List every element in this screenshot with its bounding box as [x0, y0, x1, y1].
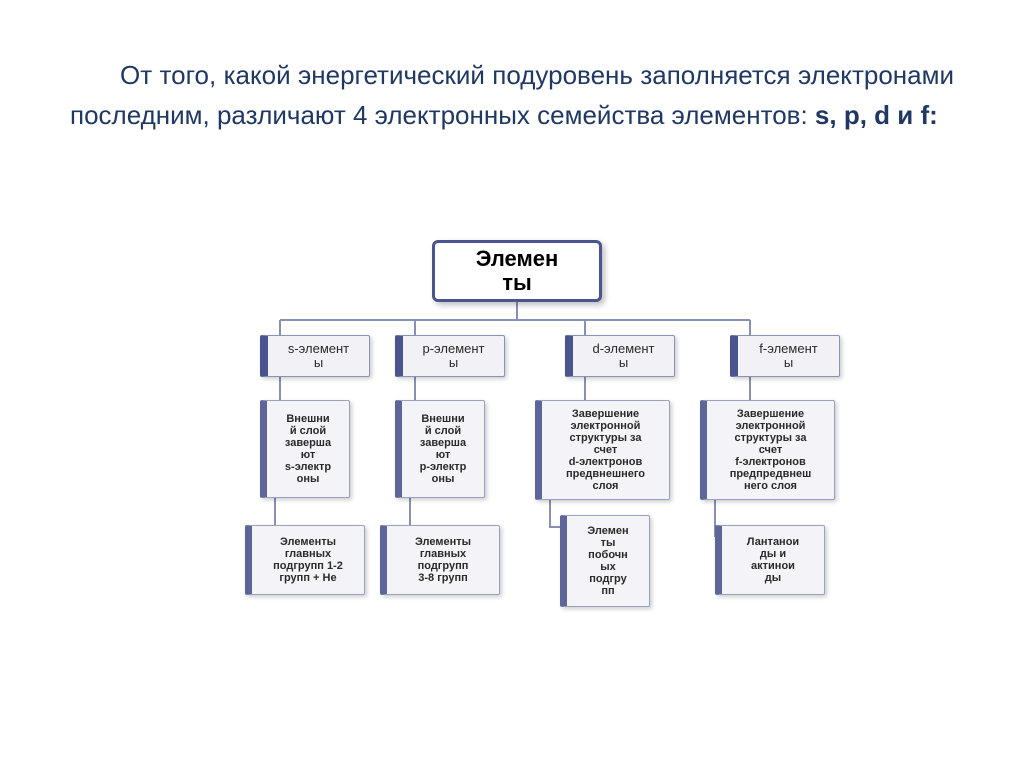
level3-node-1: Элементы главных подгрупп 3-8 групп [380, 525, 500, 595]
level2-node-0: Внешни й слой заверша ют s-электр оны [260, 400, 350, 498]
slide: От того, какой энергетический подуровень… [0, 0, 1024, 767]
intro-bold: s, p, d и f: [815, 100, 938, 130]
level3-node-0: Элементы главных подгрупп 1-2 групп + Не [245, 525, 365, 595]
level1-node-s: s-элемент ы [260, 335, 370, 377]
level2-node-3: Завершение электронной структуры за счет… [700, 400, 835, 500]
level2-node-1: Внешни й слой заверша ют p-электр оны [395, 400, 485, 498]
level1-node-p: p-элемент ы [395, 335, 505, 377]
intro-paragraph: От того, какой энергетический подуровень… [70, 55, 954, 136]
level3-node-2: Элемен ты побочн ых подгру пп [560, 515, 650, 607]
level3-node-3: Лантанои ды и актинои ды [715, 525, 825, 595]
level1-node-f: f-элемент ы [730, 335, 840, 377]
chart-connectors [0, 240, 1024, 720]
level2-node-2: Завершение электронной структуры за счет… [535, 400, 670, 500]
level1-node-d: d-элемент ы [565, 335, 675, 377]
root-node: Элемен ты [432, 240, 602, 302]
org-chart: Элемен ты s-элемент ы p-элемент ы d-элемент… [0, 240, 1024, 720]
